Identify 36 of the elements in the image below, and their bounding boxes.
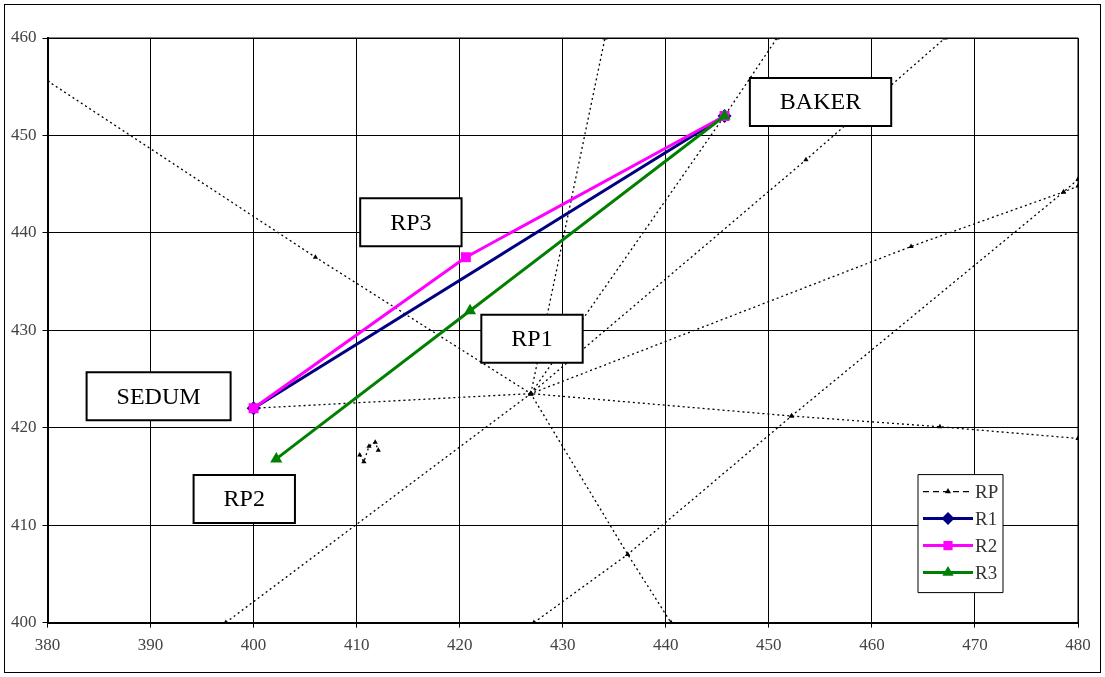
point (312, 254, 319, 259)
legend-label: RP (975, 480, 999, 502)
point (366, 443, 372, 448)
x-tick-label: 460 (859, 635, 885, 655)
point (463, 303, 477, 315)
annotation: RP2 (223, 485, 265, 512)
x-tick-label: 390 (137, 635, 164, 655)
annotation: BAKER (779, 88, 862, 115)
x-tick-label: 380 (34, 635, 61, 655)
x-tick-label: 410 (343, 635, 370, 655)
x-tick-label: 450 (756, 635, 782, 655)
x-tick-label: 480 (1065, 635, 1091, 655)
y-tick-label: 450 (11, 124, 37, 144)
y-tick-label: 410 (11, 514, 37, 534)
y-tick-label: 430 (11, 319, 37, 339)
legend-label: R1 (975, 507, 998, 529)
legend-label: R2 (975, 534, 998, 556)
legend-label: R3 (975, 561, 998, 583)
point (375, 447, 381, 452)
point (270, 451, 283, 463)
annotation: RP1 (511, 325, 553, 352)
point (372, 439, 378, 444)
y-tick-label: 400 (11, 612, 37, 632)
x-tick-label: 440 (653, 635, 679, 655)
point (460, 252, 471, 263)
x-tick-label: 470 (962, 635, 988, 655)
x-tick-label: 430 (550, 635, 576, 655)
point (357, 452, 363, 457)
annotation: SEDUM (116, 382, 201, 409)
point (908, 243, 914, 249)
x-tick-label: 420 (446, 635, 473, 655)
x-tick-label: 400 (240, 635, 267, 655)
y-tick-label: 420 (11, 417, 37, 437)
y-tick-label: 460 (11, 27, 37, 47)
y-tick-label: 440 (11, 222, 37, 242)
annotation: RP3 (390, 208, 432, 235)
